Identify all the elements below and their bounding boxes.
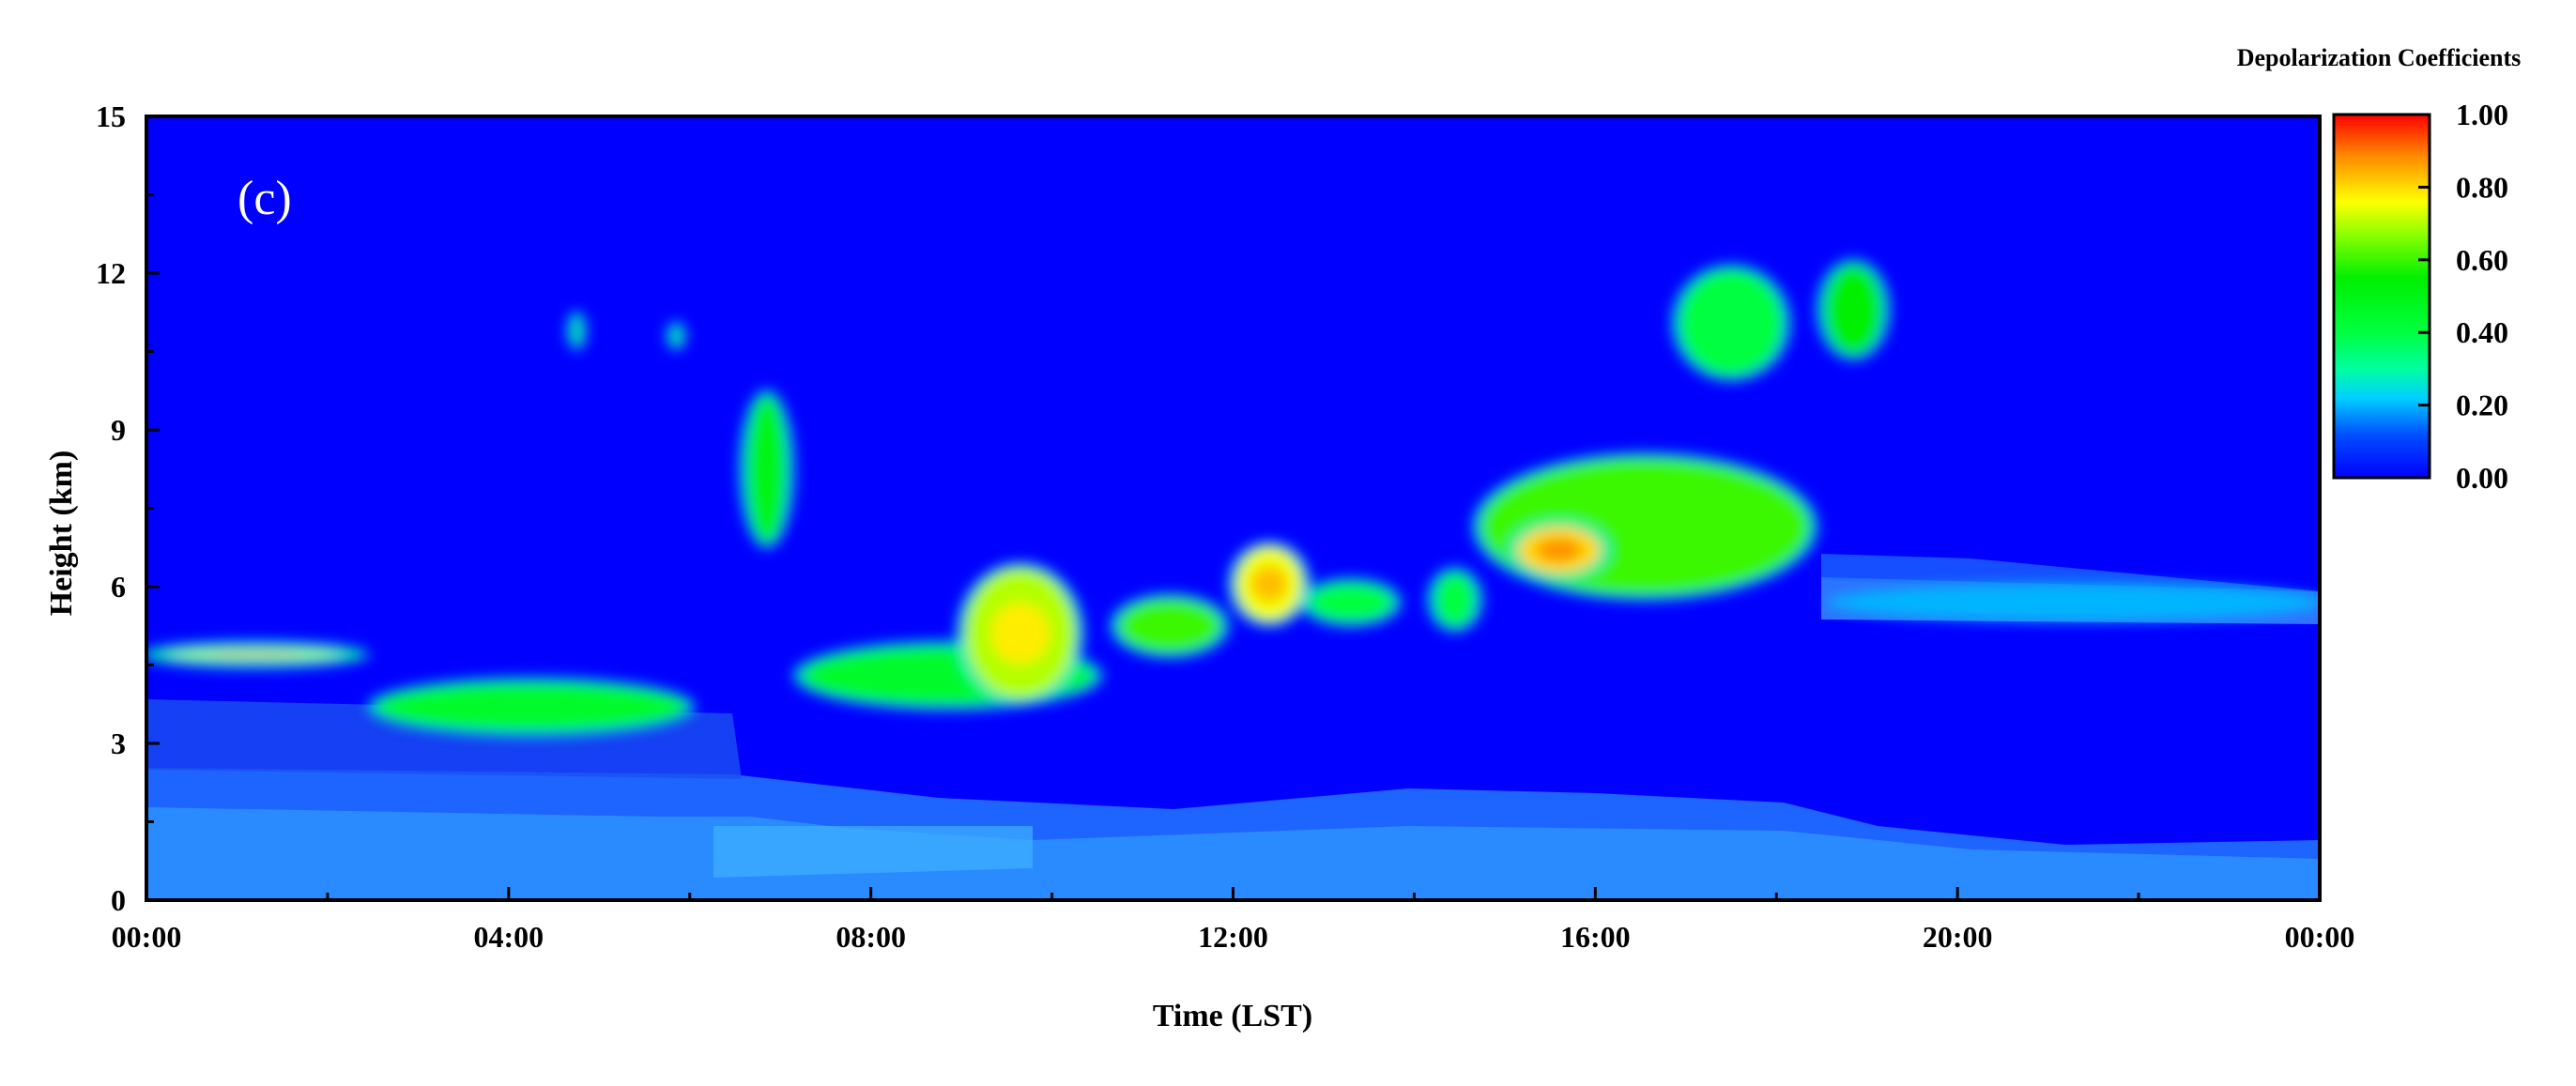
panel-label: (c): [238, 172, 292, 225]
x-tick-label: 16:00: [1560, 920, 1631, 954]
x-axis-title: Time (LST): [1153, 999, 1312, 1033]
x-tick-label: 20:00: [1923, 920, 1993, 954]
x-tick-label: 08:00: [836, 920, 906, 954]
cloud-feature: [1671, 264, 1791, 382]
colorbar-title: Depolarization Coefficients: [2237, 44, 2522, 71]
cloud-feature: [1426, 567, 1483, 633]
x-tick-label: 00:00: [112, 920, 182, 954]
cloud-feature: [738, 390, 795, 549]
colorbar-tick-label: 0.60: [2456, 243, 2508, 277]
cloud-feature: [666, 321, 687, 350]
y-tick-label: 9: [111, 413, 126, 447]
cloud-feature: [1508, 520, 1610, 580]
cloud-feature: [1816, 258, 1892, 361]
colorbar-tick-label: 1.00: [2456, 98, 2508, 131]
cloud-feature: [956, 561, 1085, 706]
y-tick-label: 6: [111, 570, 126, 604]
y-axis-title: Height (km): [44, 451, 79, 617]
cloud-feature: [1227, 541, 1311, 627]
cloud-feature: [159, 645, 352, 664]
colorbar-gradient: [2332, 113, 2431, 480]
colorbar-tick-label: 0.80: [2456, 170, 2508, 204]
cloud-feature: [1471, 451, 1818, 602]
cloud-features: [146, 258, 2320, 737]
cloud-feature: [566, 311, 587, 350]
x-tick-label: 12:00: [1198, 920, 1268, 954]
y-tick-label: 0: [111, 883, 126, 917]
colorbar-tick-label: 0.20: [2456, 389, 2508, 422]
cloud-feature: [367, 677, 696, 737]
cloud-feature: [1110, 593, 1230, 659]
colorbar: 0.00 0.20 0.40 0.60 0.80 1.00 Depolarization …: [2237, 44, 2522, 495]
y-tick-label: 15: [96, 99, 126, 133]
x-tick-label: 04:00: [474, 920, 544, 954]
colorbar-tick-label: 0.00: [2456, 461, 2508, 495]
cloud-feature: [1825, 583, 2320, 622]
y-tick-label: 12: [96, 256, 126, 290]
y-axis: 0 3 6 9 12 15: [96, 99, 160, 917]
x-tick-label: 00:00: [2285, 920, 2355, 954]
cloud-feature: [1299, 577, 1403, 627]
colorbar-tick-label: 0.40: [2456, 315, 2508, 349]
x-axis: 00:00 04:00 08:00 12:00 16:00 20:00 00:00: [112, 887, 2355, 954]
y-tick-label: 3: [111, 727, 126, 760]
